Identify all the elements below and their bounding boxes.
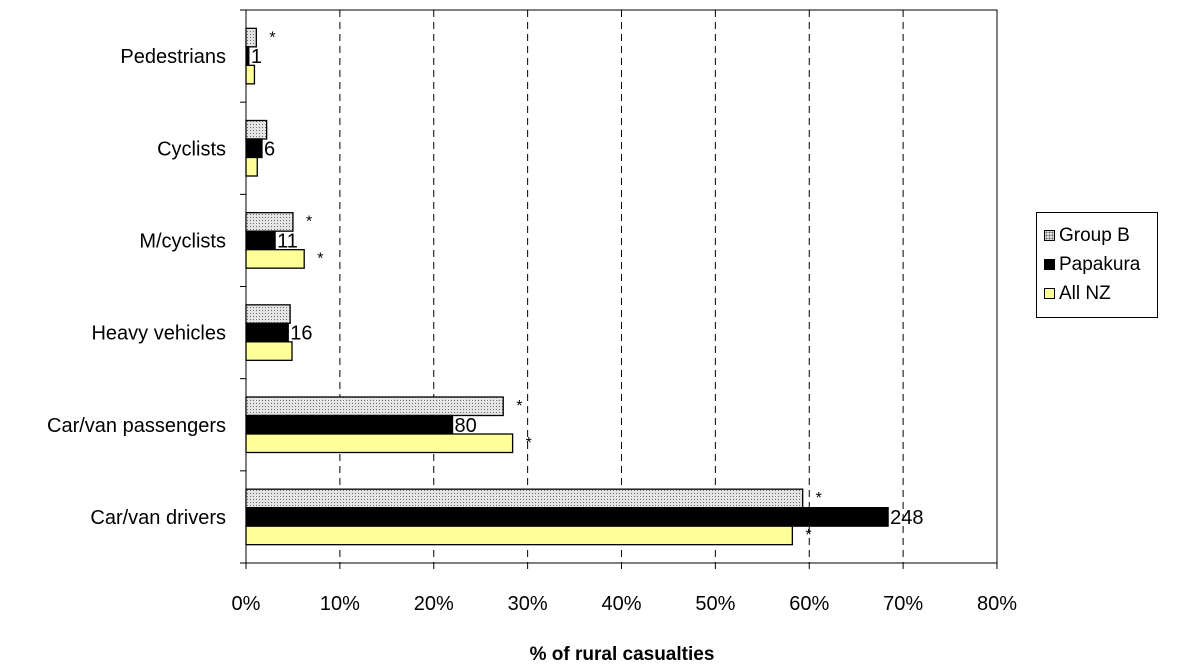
bar	[245, 322, 289, 343]
category-label: Heavy vehicles	[91, 323, 226, 345]
bar	[245, 249, 305, 269]
bar	[245, 64, 256, 85]
category-labels: Pedestrians Cyclists M/cyclists Heavy vehic…	[47, 46, 226, 529]
legend-item-all-nz: All NZ	[1044, 279, 1157, 308]
bar	[245, 138, 263, 159]
bar	[245, 414, 454, 435]
category-label: Car/van drivers	[90, 507, 226, 529]
legend: Group B Papakura All NZ	[1036, 212, 1158, 318]
bar	[245, 212, 294, 232]
legend-swatch-papakura	[1044, 259, 1055, 270]
data-label: 80	[455, 415, 477, 437]
legend-swatch-group-b	[1044, 230, 1055, 241]
x-tick-label: 40%	[601, 593, 641, 615]
legend-label-all-nz: All NZ	[1059, 282, 1111, 304]
bar	[245, 433, 514, 454]
x-tick-label: 70%	[883, 593, 923, 615]
data-label: 1	[251, 46, 262, 68]
significance-marker: *	[306, 214, 312, 231]
x-tick-labels: 0% 10% 20% 30% 40% 50% 60% 70% 80%	[232, 593, 1018, 615]
data-label: 6	[264, 138, 275, 160]
significance-marker: *	[269, 29, 275, 46]
bar	[245, 119, 268, 140]
data-label: 16	[290, 323, 312, 345]
bar	[245, 525, 794, 546]
significance-marker: *	[516, 398, 522, 415]
bars	[245, 27, 889, 546]
x-tick-label: 60%	[789, 593, 829, 615]
significance-marker: *	[317, 251, 323, 268]
x-axis-title: % of rural casualties	[530, 644, 715, 665]
category-label: Cyclists	[157, 138, 226, 160]
x-tick-label: 20%	[414, 593, 454, 615]
x-tick-label: 10%	[320, 593, 360, 615]
category-label: Car/van passengers	[47, 415, 226, 437]
bar	[245, 27, 257, 48]
legend-swatch-all-nz	[1044, 288, 1055, 299]
data-label: 11	[277, 230, 298, 252]
x-tick-label: 0%	[232, 593, 261, 615]
legend-item-papakura: Papakura	[1044, 250, 1157, 279]
data-label: 248	[890, 507, 923, 529]
significance-marker: *	[816, 490, 822, 507]
significance-marker: *	[805, 527, 811, 544]
legend-label-group-b: Group B	[1059, 224, 1130, 246]
legend-item-group-b: Group B	[1044, 221, 1157, 250]
bar	[245, 156, 258, 177]
x-tick-label: 50%	[695, 593, 735, 615]
category-label: M/cyclists	[139, 230, 226, 252]
axes	[240, 9, 998, 569]
x-tick-label: 80%	[977, 593, 1017, 615]
legend-label-papakura: Papakura	[1059, 253, 1141, 275]
bar	[245, 230, 276, 251]
gridlines	[339, 10, 904, 563]
bar	[245, 396, 504, 417]
bar	[245, 507, 889, 527]
bar	[245, 304, 291, 324]
x-tick-label: 30%	[508, 593, 548, 615]
bar	[245, 341, 293, 361]
significance-marker: *	[526, 435, 532, 452]
bar	[245, 488, 804, 509]
category-label: Pedestrians	[120, 46, 226, 68]
